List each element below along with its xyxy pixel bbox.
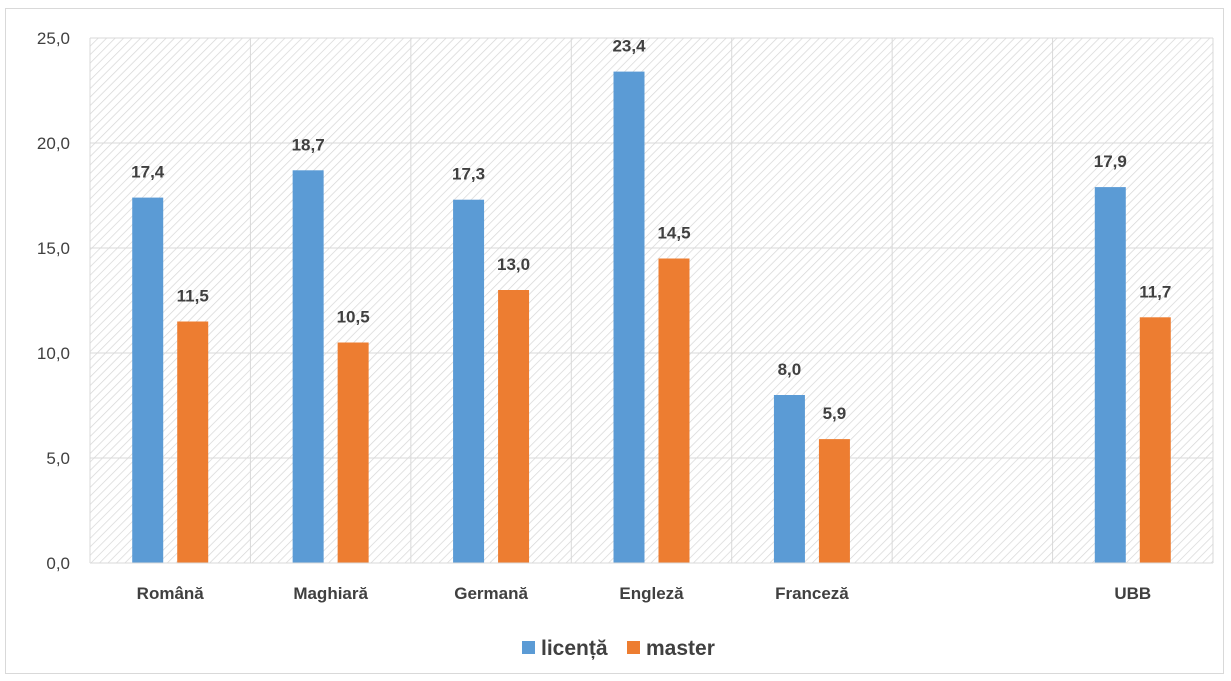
bar-licență [1094, 187, 1126, 563]
data-label: 8,0 [778, 360, 802, 379]
data-label: 13,0 [497, 255, 530, 274]
bar-master [1139, 317, 1171, 563]
y-tick-label: 0,0 [46, 554, 70, 573]
data-label: 23,4 [612, 37, 646, 56]
x-tick-label: Engleză [619, 584, 684, 603]
data-label: 10,5 [337, 308, 370, 327]
bar-licență [773, 395, 805, 563]
y-tick-label: 15,0 [37, 239, 70, 258]
x-axis: Română Maghiară Germană Engleză Franceză UBB [90, 562, 1213, 603]
data-label: 18,7 [292, 135, 325, 154]
bar-master [818, 439, 850, 563]
legend-swatch-master [627, 641, 640, 654]
bar-licență [613, 71, 645, 563]
bar-master [498, 290, 530, 563]
y-tick-label: 10,0 [37, 344, 70, 363]
y-tick-label: 25,0 [37, 29, 70, 48]
legend-label-master: master [646, 637, 715, 660]
data-label: 17,4 [131, 163, 165, 182]
bar-licență [292, 170, 324, 564]
bar-master [337, 342, 369, 563]
x-tick-label: Franceză [775, 584, 849, 603]
y-axis: 0,0 5,0 10,0 15,0 20,0 25,0 [37, 29, 70, 573]
x-tick-label: Germană [454, 584, 528, 603]
legend-label-licență: licență [541, 637, 608, 660]
y-tick-label: 20,0 [37, 134, 70, 153]
x-tick-label: UBB [1114, 584, 1151, 603]
x-tick-label: Maghiară [293, 584, 368, 603]
plot-area [90, 38, 1213, 563]
data-label: 17,3 [452, 165, 485, 184]
bar-master [177, 321, 209, 563]
bars [132, 71, 1171, 564]
x-tick-label: Română [137, 584, 205, 603]
bar-licență [453, 199, 485, 563]
bar-licență [132, 197, 164, 563]
data-label: 14,5 [657, 224, 690, 243]
data-label: 17,9 [1094, 152, 1127, 171]
bar-master [658, 258, 690, 563]
legend-swatch-licență [522, 641, 535, 654]
data-label: 11,5 [177, 287, 209, 306]
data-label: 5,9 [823, 404, 847, 423]
data-labels: 17,4 11,5 18,7 10,5 17,3 13,0 23,4 14,5 8,0 5,9 17… [131, 37, 1171, 424]
legend: licență master [522, 637, 715, 660]
y-tick-label: 5,0 [46, 449, 70, 468]
data-label: 11,7 [1139, 282, 1171, 301]
